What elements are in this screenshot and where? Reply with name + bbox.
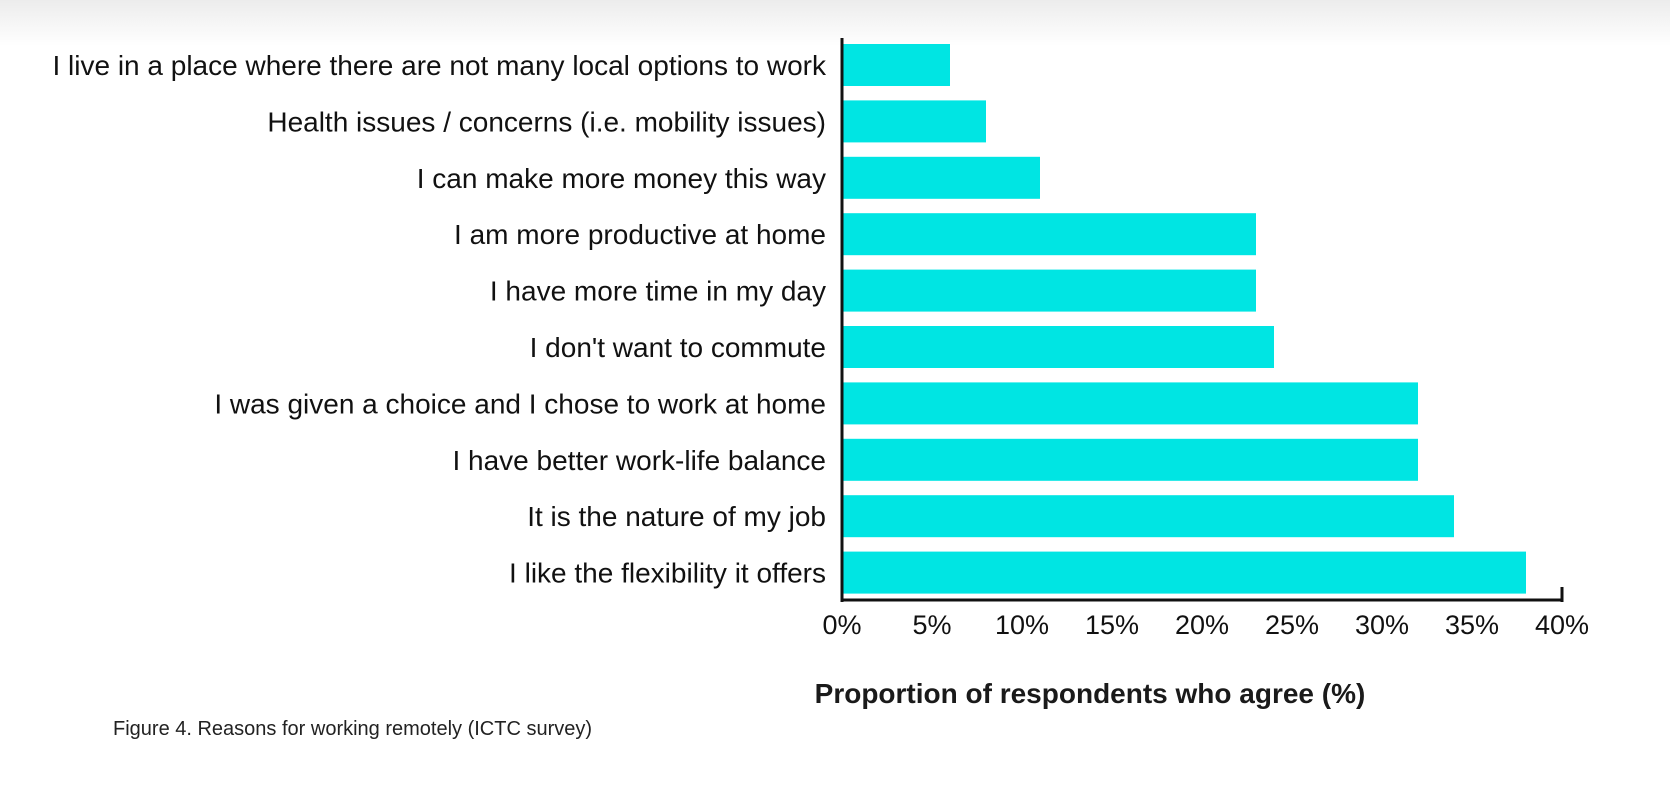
category-label: I can make more money this way xyxy=(417,163,826,194)
category-label: I live in a place where there are not ma… xyxy=(52,50,827,81)
category-label: I was given a choice and I chose to work… xyxy=(214,388,826,419)
x-ticks: 0% 5% 10% 15% 20% 25% 30% 35% 40% xyxy=(822,587,1589,640)
bar xyxy=(842,213,1256,256)
bars-group xyxy=(842,44,1526,594)
category-label: It is the nature of my job xyxy=(527,501,826,532)
category-label: I like the flexibility it offers xyxy=(509,558,826,589)
x-tick-label: 10% xyxy=(995,610,1049,640)
bar xyxy=(842,382,1418,425)
x-tick-label: 20% xyxy=(1175,610,1229,640)
x-tick-label: 35% xyxy=(1445,610,1499,640)
category-label: I have better work-life balance xyxy=(452,445,826,476)
bar xyxy=(842,100,986,143)
category-label: Health issues / concerns (i.e. mobility … xyxy=(267,106,826,137)
bar xyxy=(842,269,1256,312)
bar xyxy=(842,326,1274,368)
x-tick-label: 25% xyxy=(1265,610,1319,640)
bar xyxy=(842,551,1526,594)
bar xyxy=(842,495,1454,538)
x-tick-label: 15% xyxy=(1085,610,1139,640)
bar xyxy=(842,44,950,86)
x-axis-title: Proportion of respondents who agree (%) xyxy=(815,678,1366,709)
x-tick-label: 5% xyxy=(912,610,951,640)
bar xyxy=(842,156,1040,199)
category-label: I am more productive at home xyxy=(454,219,826,250)
category-label: I have more time in my day xyxy=(490,276,826,307)
x-tick-label: 0% xyxy=(822,610,861,640)
bar xyxy=(842,438,1418,481)
figure-caption: Figure 4. Reasons for working remotely (… xyxy=(113,718,593,740)
category-labels: I live in a place where there are not ma… xyxy=(52,50,827,589)
x-tick-label: 30% xyxy=(1355,610,1409,640)
axes-group xyxy=(840,38,1562,602)
x-tick-label: 40% xyxy=(1535,610,1589,640)
category-label: I don't want to commute xyxy=(530,332,826,363)
